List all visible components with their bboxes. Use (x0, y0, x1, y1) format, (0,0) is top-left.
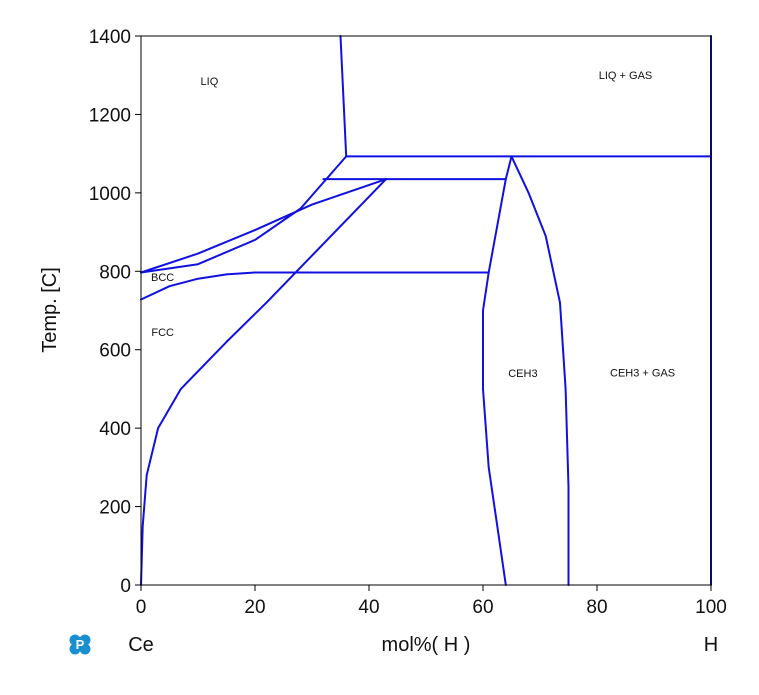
y-axis-title: Temp. [C] (39, 267, 61, 353)
region-label: LIQ + GAS (599, 70, 653, 82)
x-axis: 0 20 40 60 80 100 (136, 585, 727, 618)
y-tick-label: 800 (99, 262, 131, 283)
phase-boundary-6 (140, 178, 388, 274)
x-tick-label: 60 (472, 597, 493, 618)
x-tick-label: 0 (136, 597, 147, 618)
region-label: CEH3 (508, 368, 537, 380)
y-tick-label: 1000 (89, 184, 131, 205)
phase-boundary-9 (482, 155, 513, 586)
x-tick-label: 20 (244, 597, 265, 618)
region-labels: LIQ LIQ + GAS BCC FCC CEH3 CEH3 + GAS (151, 70, 675, 380)
plot-frame (140, 35, 712, 586)
y-tick-label: 600 (99, 341, 131, 362)
y-axis: 0 200 400 600 800 1000 1200 1400 (89, 27, 141, 597)
svg-text:P: P (76, 637, 85, 652)
region-label: LIQ (201, 76, 219, 88)
y-tick-label: 1200 (89, 105, 131, 126)
x-tick-label: 40 (358, 597, 379, 618)
x-axis-left-component: Ce (128, 634, 154, 656)
y-tick-label: 400 (99, 419, 131, 440)
p-logo-icon: P (69, 634, 91, 655)
x-tick-label: 80 (586, 597, 607, 618)
phase-boundary-8 (140, 178, 388, 586)
y-tick-label: 1400 (89, 27, 131, 48)
x-axis-right-component: H (704, 634, 718, 656)
phase-boundary-5 (140, 155, 348, 274)
region-label: CEH3 + GAS (610, 367, 675, 379)
x-tick-label: 100 (695, 597, 727, 618)
phase-boundary-7 (140, 271, 268, 301)
x-axis-title: mol%( H ) (382, 634, 471, 656)
region-label: BCC (151, 272, 174, 284)
y-tick-label: 200 (99, 498, 131, 519)
phase-boundaries (140, 35, 712, 586)
phase-boundary-0 (339, 35, 348, 158)
phase-boundary-10 (510, 155, 570, 586)
y-tick-label: 0 (120, 576, 131, 597)
region-label: FCC (151, 327, 174, 339)
